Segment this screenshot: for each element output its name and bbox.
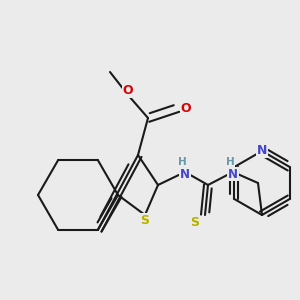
Text: O: O [181,101,191,115]
Text: S: S [190,217,200,230]
Text: N: N [257,145,267,158]
Text: N: N [228,167,238,181]
Text: S: S [140,214,149,226]
Text: H: H [226,157,234,167]
Text: H: H [178,157,186,167]
Text: N: N [180,167,190,181]
Text: O: O [123,85,133,98]
